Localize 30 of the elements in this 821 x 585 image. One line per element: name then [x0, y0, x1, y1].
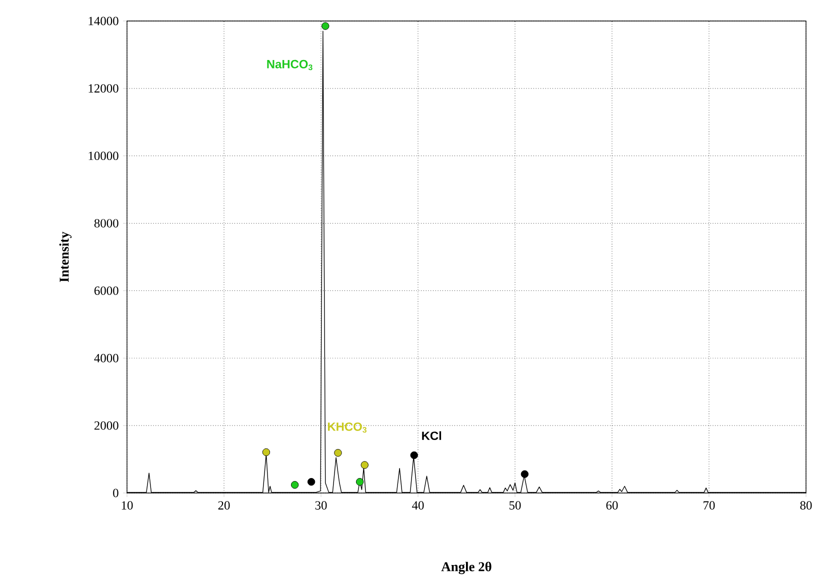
y-tick-label: 4000 [94, 354, 118, 362]
x-tick-label: 80 [800, 501, 812, 510]
y-tick-label: 8000 [94, 219, 118, 228]
point [322, 22, 330, 30]
point [360, 461, 368, 469]
y-axis-title: Intensity [59, 232, 72, 282]
point [290, 481, 299, 489]
series-label: KCl [422, 431, 442, 440]
series-label: KHCO$_{3}$ [328, 422, 367, 433]
point [262, 448, 270, 456]
y-tick-label: 14000 [88, 16, 118, 26]
point [520, 470, 529, 478]
x-tick-label: 60 [606, 501, 618, 510]
x-tick-label: 70 [704, 501, 715, 510]
y-tick-label: 0 [113, 488, 118, 498]
x-axis-title: Angle 2θ [441, 562, 492, 574]
y-tick-label: 2000 [94, 421, 118, 430]
point [410, 451, 418, 460]
x-tick-label: 40 [412, 501, 424, 510]
x-tick-label: 20 [218, 501, 230, 510]
y-tick-label: 6000 [94, 286, 118, 295]
x-tick-label: 30 [315, 501, 327, 510]
x-tick-label: 10 [122, 501, 133, 510]
point [356, 478, 364, 486]
point [307, 478, 316, 486]
point [334, 449, 342, 457]
y-tick-label: 12000 [88, 84, 118, 93]
x-tick-label: 50 [510, 501, 521, 510]
text: NaHCO$_{3}$ [267, 60, 312, 70]
y-tick-label: 10000 [88, 152, 118, 160]
